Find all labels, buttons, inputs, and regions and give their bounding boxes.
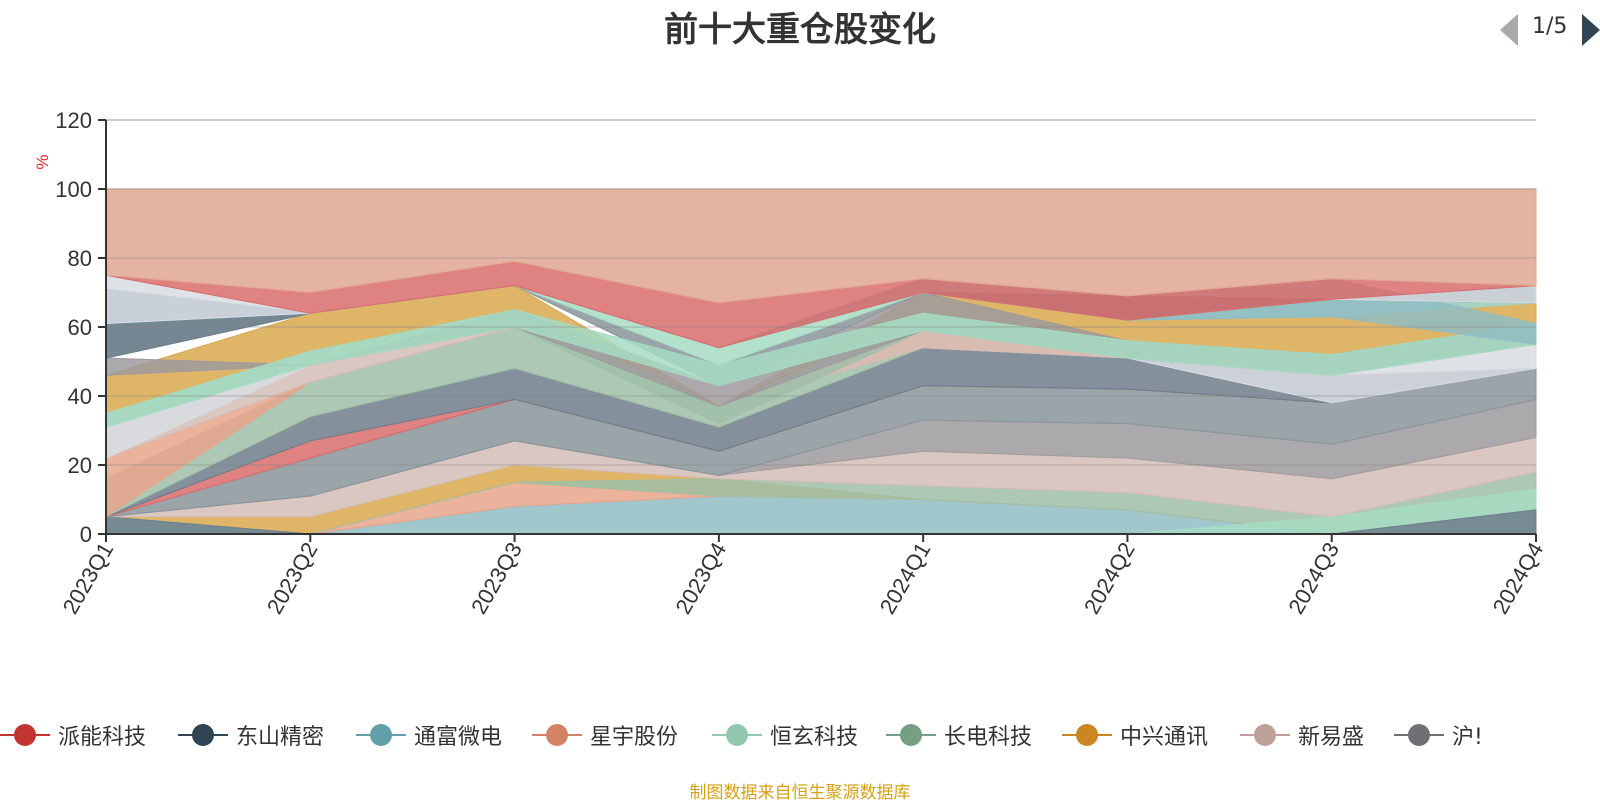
legend-label: 通富微电 — [414, 725, 503, 750]
legend-marker-icon — [1062, 724, 1112, 746]
legend-item[interactable]: 恒玄科技 — [712, 705, 858, 765]
y-tick-label: 100 — [55, 177, 92, 202]
legend-item[interactable]: 星宇股份 — [532, 705, 678, 765]
x-tick-label: 2023Q4 — [670, 538, 731, 618]
legend-marker-icon — [532, 724, 582, 746]
legend-item[interactable]: 长电科技 — [886, 705, 1032, 765]
y-tick-label: 120 — [55, 108, 92, 133]
legend-label: 中兴通讯 — [1120, 725, 1209, 750]
x-tick-label: 2023Q3 — [466, 538, 527, 618]
legend-marker-icon — [1240, 724, 1290, 746]
legend-item[interactable]: 东山精密 — [178, 705, 324, 765]
legend-label: 东山精密 — [236, 725, 325, 750]
legend-page-indicator: 1/5 — [1532, 14, 1568, 39]
legend: 派能科技 东山精密 通富微电 星宇股份 恒玄科技 长电科技 中兴通讯 新易盛 沪! — [0, 705, 1600, 765]
legend-label: 恒玄科技 — [770, 725, 859, 750]
x-tick-label: 2024Q3 — [1283, 538, 1344, 618]
legend-item[interactable]: 派能科技 — [0, 705, 146, 765]
legend-label: 派能科技 — [58, 725, 147, 750]
area-chart: 0 20 40 60 80 100 120 2023Q1 2023Q2 2023Q3 2023Q4 2… — [33, 108, 1549, 618]
legend-item[interactable]: 沪! — [1394, 705, 1483, 765]
y-tick-label: 80 — [68, 246, 92, 271]
chart-title: 前十大重仓股变化 — [664, 10, 936, 50]
x-tick-label: 2023Q1 — [58, 538, 119, 618]
x-tick-label: 2024Q2 — [1079, 538, 1140, 618]
legend-prev-page-icon[interactable] — [1500, 14, 1518, 46]
legend-label: 新易盛 — [1298, 725, 1365, 750]
y-tick-label: 0 — [80, 522, 92, 547]
x-tick-label: 2023Q2 — [262, 538, 323, 618]
legend-marker-icon — [0, 724, 50, 746]
legend-label: 长电科技 — [944, 725, 1033, 750]
legend-marker-icon — [886, 724, 936, 746]
x-tick-label: 2024Q4 — [1488, 538, 1549, 618]
y-tick-label: 60 — [68, 315, 92, 340]
x-tick-label: 2024Q1 — [875, 538, 936, 618]
area-bands — [105, 188, 1537, 535]
area-band — [105, 188, 1537, 304]
legend-marker-icon — [178, 724, 228, 746]
source-note: 制图数据来自恒生聚源数据库 — [689, 783, 911, 803]
legend-item[interactable]: 新易盛 — [1240, 705, 1364, 765]
y-tick-label: 40 — [68, 384, 92, 409]
legend-item[interactable]: 中兴通讯 — [1062, 705, 1208, 765]
legend-marker-icon — [1394, 724, 1444, 746]
grid-lines — [106, 119, 1536, 466]
legend-label: 沪! — [1452, 725, 1483, 750]
legend-item[interactable]: 通富微电 — [356, 705, 502, 765]
y-axis-label: % — [33, 154, 52, 169]
y-tick-label: 20 — [68, 453, 92, 478]
legend-marker-icon — [356, 724, 406, 746]
legend-marker-icon — [712, 724, 762, 746]
legend-label: 星宇股份 — [590, 725, 679, 750]
legend-next-page-icon[interactable] — [1582, 14, 1600, 46]
